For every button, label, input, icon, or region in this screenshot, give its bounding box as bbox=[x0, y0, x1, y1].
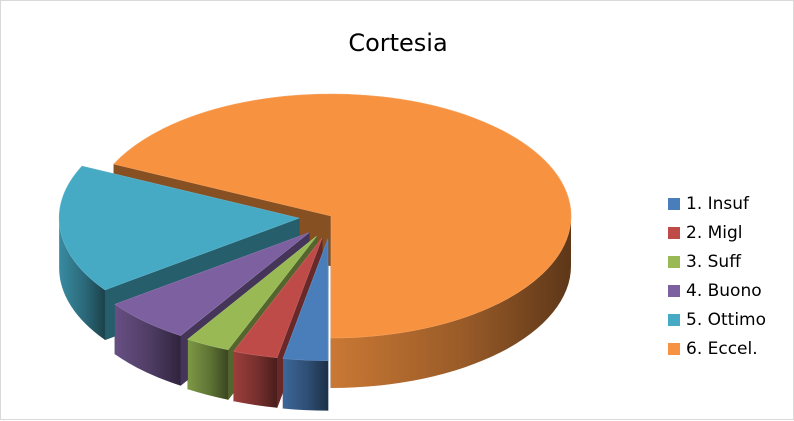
legend-swatch bbox=[668, 284, 680, 297]
legend-swatch bbox=[668, 313, 680, 326]
pie-slice-side-6-eccel bbox=[331, 216, 571, 388]
pie-tops bbox=[58, 93, 572, 361]
legend-label: 6. Eccel. bbox=[686, 338, 758, 359]
pie-slice-side-1-insuf bbox=[283, 358, 328, 411]
legend-swatch bbox=[668, 342, 680, 355]
chart-title: Cortesia bbox=[348, 29, 448, 57]
legend-label: 5. Ottimo bbox=[686, 309, 767, 330]
pie-slice-side-2-migl bbox=[233, 351, 278, 408]
pie-slice-1-insuf bbox=[282, 238, 329, 361]
pie-slice-2-migl bbox=[233, 237, 323, 359]
legend-item: 1. Insuf bbox=[668, 189, 766, 218]
legend-item: 6. Eccel. bbox=[668, 334, 766, 363]
legend-label: 1. Insuf bbox=[686, 193, 750, 214]
legend-item: 5. Ottimo bbox=[668, 305, 766, 334]
pie-slice-6-eccel bbox=[113, 93, 572, 339]
pie-slice-side-4-buono bbox=[114, 304, 181, 386]
pie-slice-5-ottimo bbox=[58, 165, 301, 291]
legend-swatch bbox=[668, 255, 680, 268]
legend-label: 3. Suff bbox=[686, 251, 741, 272]
legend-item: 4. Buono bbox=[668, 276, 766, 305]
legend: 1. Insuf 2. Migl 3. Suff 4. Buono 5. Ottimo 6… bbox=[668, 189, 766, 363]
pie-slice-3-suff bbox=[187, 236, 317, 351]
legend-label: 4. Buono bbox=[686, 280, 762, 301]
pie-slice-side-5-ottimo bbox=[59, 218, 105, 340]
legend-item: 3. Suff bbox=[668, 247, 766, 276]
legend-swatch bbox=[668, 226, 680, 239]
legend-item: 2. Migl bbox=[668, 218, 766, 247]
legend-swatch bbox=[668, 197, 680, 210]
pie-slice-4-buono bbox=[114, 232, 310, 336]
legend-label: 2. Migl bbox=[686, 222, 743, 243]
pie-slice-side-3-suff bbox=[187, 339, 229, 400]
